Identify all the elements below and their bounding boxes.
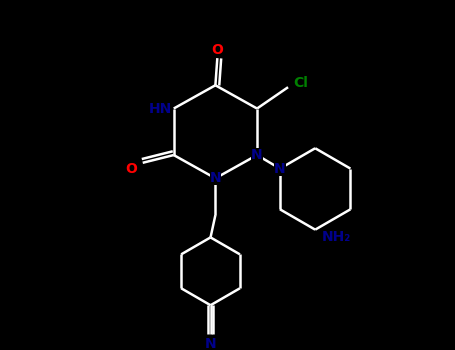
Text: O: O bbox=[125, 162, 137, 176]
Text: HN: HN bbox=[148, 102, 172, 116]
Text: N: N bbox=[274, 162, 286, 176]
Text: Cl: Cl bbox=[293, 76, 308, 90]
Text: N: N bbox=[251, 148, 263, 162]
Text: NH₂: NH₂ bbox=[322, 230, 351, 244]
Text: N: N bbox=[205, 337, 217, 350]
Text: N: N bbox=[210, 171, 221, 185]
Text: O: O bbox=[212, 43, 223, 57]
